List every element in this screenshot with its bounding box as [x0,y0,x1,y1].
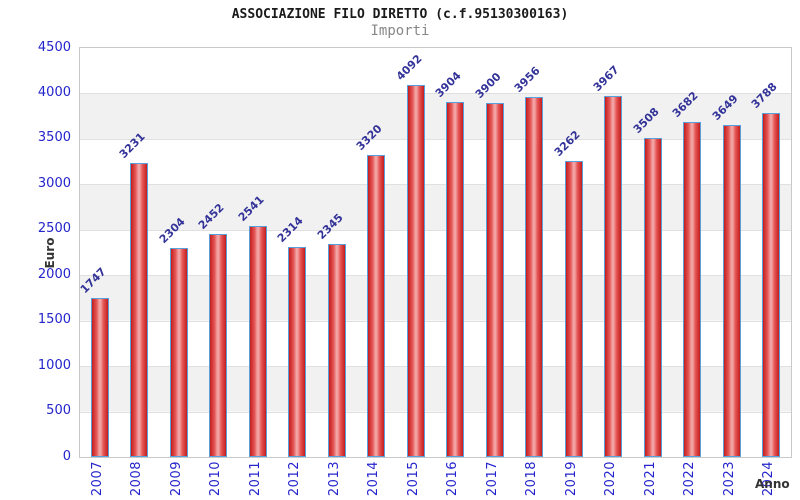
gridline-1000 [80,366,791,368]
bar-2015 [407,85,425,457]
x-tick-label-2015: 2015 [405,461,421,497]
bar-2012 [288,247,306,457]
gridline-3000 [80,184,791,186]
bar-2014 [367,155,385,457]
gridline-2500 [80,229,791,231]
bar-value-label-2024: 3788 [748,80,780,111]
bar-2021 [644,138,662,457]
y-tick-label-2500: 2500 [37,221,71,237]
y-tick-label-1000: 1000 [37,357,71,373]
gridline-4000 [80,93,791,95]
x-tick-label-2021: 2021 [642,461,658,497]
x-tick-label-2023: 2023 [721,461,737,497]
x-tick-label-2009: 2009 [168,461,184,497]
x-tick-label-2013: 2013 [326,461,342,497]
bar-2010 [209,234,227,457]
chart-title: ASSOCIAZIONE FILO DIRETTO (c.f.951303001… [231,7,569,22]
bar-2023 [723,125,741,457]
y-tick-label-1500: 1500 [37,312,71,328]
bar-2017 [486,103,504,457]
y-tick-label-3500: 3500 [37,130,71,146]
bar-2018 [525,97,543,457]
x-axis-title: Anno [755,477,790,491]
bar-2024 [762,113,780,457]
bar-value-label-2009: 2304 [156,215,188,246]
y-tick-label-3000: 3000 [37,175,71,191]
gridline-2000 [80,275,791,277]
x-tick-label-2019: 2019 [563,461,579,497]
bar-value-label-2008: 3231 [116,130,148,161]
bar-2007 [91,298,109,457]
bar-2016 [446,102,464,457]
chart-subtitle: Importi [370,23,430,39]
y-tick-label-4500: 4500 [37,39,71,55]
x-tick-label-2018: 2018 [524,461,540,497]
y-tick-label-4000: 4000 [37,84,71,100]
x-tick-label-2012: 2012 [287,461,303,497]
bar-value-label-2017: 3900 [472,70,504,101]
bar-value-label-2019: 3262 [551,128,583,159]
x-tick-label-2022: 2022 [682,461,698,497]
x-tick-label-2017: 2017 [484,461,500,497]
bar-value-label-2010: 2452 [195,201,227,232]
y-tick-label-2000: 2000 [37,266,71,282]
gridline-500 [80,411,791,413]
x-tick-label-2008: 2008 [129,461,145,497]
bar-2008 [130,163,148,457]
bar-value-label-2023: 3649 [709,92,741,123]
bar-value-label-2007: 1747 [77,265,109,296]
bar-value-label-2015: 4092 [393,52,425,83]
gridline-3500 [80,138,791,140]
x-tick-label-2011: 2011 [247,461,263,497]
y-axis-title: Euro [43,237,57,269]
bar-2009 [170,248,188,457]
bar-2022 [683,122,701,457]
bar-2020 [604,96,622,457]
x-tick-label-2016: 2016 [445,461,461,497]
plot-area: 1747 3231 2304 2452 2541 2314 2345 3320 4092 3904… [77,47,792,458]
bar-2013 [328,244,346,457]
bar-value-label-2018: 3956 [511,64,543,95]
bar-value-label-2011: 2541 [235,193,267,224]
bar-value-label-2020: 3967 [590,63,622,94]
x-tick-label-2020: 2020 [603,461,619,497]
bar-value-label-2021: 3508 [630,105,662,136]
bar-value-label-2016: 3904 [432,69,464,100]
bar-2019 [565,161,583,457]
x-tick-label-2014: 2014 [366,461,382,497]
y-tick-label-500: 500 [46,403,71,419]
gridline-1500 [80,320,791,322]
bar-2011 [249,226,267,457]
x-tick-label-2007: 2007 [89,461,105,497]
x-tick-label-2010: 2010 [208,461,224,497]
bar-value-label-2013: 2345 [314,211,346,242]
y-tick-label-0: 0 [62,448,71,464]
